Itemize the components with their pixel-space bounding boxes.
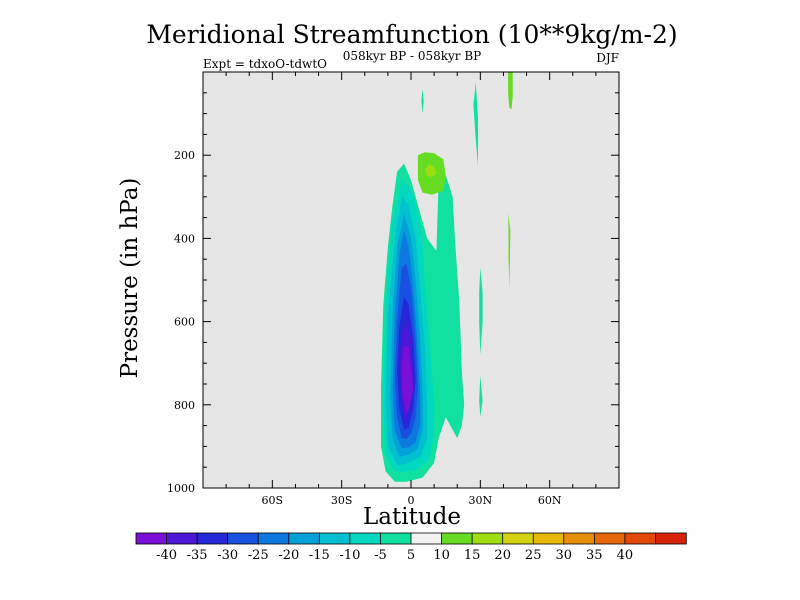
colorbar-swatch	[166, 532, 198, 545]
colorbar-swatch	[288, 532, 321, 545]
chart-title: Meridional Streamfunction (10**9kg/m-2)	[146, 20, 677, 49]
colorbar-swatch	[593, 532, 626, 545]
x-axis-label: Latitude	[363, 504, 461, 530]
contour-fill-layer	[381, 72, 513, 482]
contour-region-14	[424, 164, 437, 177]
colorbar-swatch	[227, 532, 259, 545]
colorbar-swatch	[655, 532, 687, 545]
contour-region-16	[508, 213, 511, 289]
colorbar-label: 30	[556, 548, 573, 563]
colorbar-label: 40	[617, 548, 634, 563]
x-tick-label: 60S	[262, 494, 284, 507]
colorbar-swatch	[502, 532, 534, 545]
colorbar-swatch	[563, 532, 596, 545]
contour-region-1	[479, 267, 483, 355]
contour-region-2	[479, 375, 483, 418]
colorbar-label: -30	[217, 548, 238, 563]
x-tick-label: 0	[408, 494, 415, 507]
y-tick-label: 1000	[167, 482, 195, 495]
colorbar-swatch	[318, 532, 351, 545]
colorbar-swatch	[196, 532, 229, 545]
time-range-label: 058kyr BP - 058kyr BP	[343, 49, 481, 63]
y-tick-label: 800	[174, 399, 195, 412]
colorbar-label: 5	[407, 548, 415, 563]
colorbar-swatch	[135, 532, 168, 545]
contour-region-4	[421, 88, 424, 114]
colorbar-label: -40	[156, 548, 177, 563]
colorbar-swatch	[441, 532, 473, 545]
season-label: DJF	[596, 51, 619, 65]
y-axis-label: Pressure (in hPa)	[117, 178, 143, 379]
colorbar: -40 -35 -30 -25 -20 -15 -10 -5 5 10 15 20 25 30 35 40	[135, 532, 687, 563]
colorbar-swatch	[380, 532, 412, 545]
contour-region-12	[401, 346, 414, 414]
colorbar-label: 15	[464, 548, 481, 563]
axis-ticks: 60S 30S 0 30N 60N 200 400 600 800 1000	[167, 72, 619, 507]
y-tick-label: 200	[174, 149, 195, 162]
colorbar-swatch	[410, 532, 443, 545]
contour-region-3	[473, 82, 478, 166]
experiment-label: Expt = tdxoO-tdwtO	[203, 57, 327, 71]
y-tick-label: 600	[174, 316, 195, 329]
y-tick-label: 400	[174, 232, 195, 245]
colorbar-label: 10	[433, 548, 450, 563]
colorbar-swatch	[349, 532, 382, 545]
colorbar-swatch	[471, 532, 504, 545]
colorbar-swatch	[532, 532, 565, 545]
colorbar-swatch	[624, 532, 657, 545]
colorbar-label: -25	[248, 548, 269, 563]
colorbar-swatch	[257, 532, 290, 545]
colorbar-label: 35	[586, 548, 603, 563]
colorbar-label: -35	[187, 548, 208, 563]
x-tick-label: 30N	[469, 494, 493, 507]
x-tick-label: 60N	[538, 494, 562, 507]
x-tick-label: 30S	[331, 494, 353, 507]
colorbar-label: -20	[278, 548, 299, 563]
colorbar-label: 25	[525, 548, 542, 563]
contour-region-15	[508, 72, 513, 110]
colorbar-label: 20	[494, 548, 511, 563]
colorbar-label: -5	[374, 548, 387, 563]
colorbar-label: -10	[339, 548, 360, 563]
colorbar-label: -15	[309, 548, 330, 563]
